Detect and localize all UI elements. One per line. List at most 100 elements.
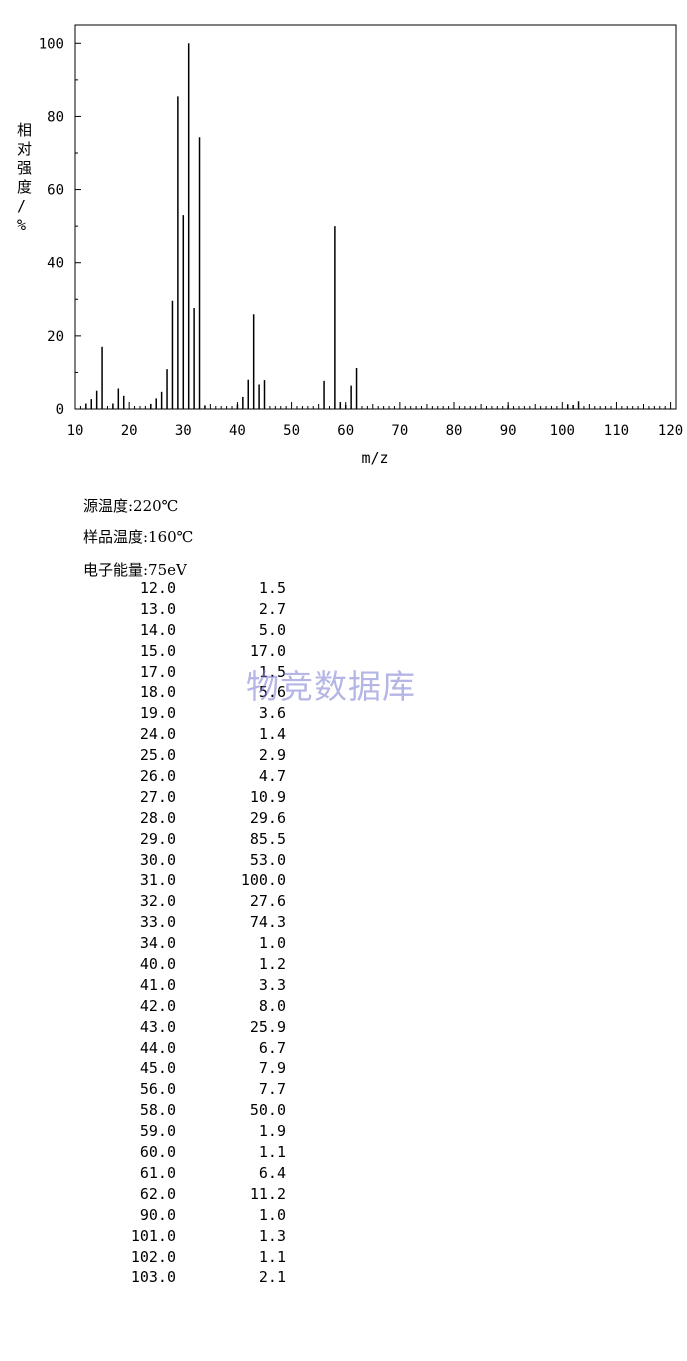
table-row: 28.0 29.6: [110, 808, 286, 829]
mz-value: 41.0: [139, 975, 176, 994]
table-row: 40.0 1.2: [110, 954, 286, 975]
intensity-value: 25.9: [249, 1017, 286, 1036]
intensity-value: 17.0: [249, 641, 286, 660]
table-row: 24.0 1.4: [110, 724, 286, 745]
intensity-value: 5.6: [258, 683, 286, 702]
table-row: 19.0 3.6: [110, 703, 286, 724]
table-row: 56.0 7.7: [110, 1079, 286, 1100]
y-tick-label: 80: [47, 109, 64, 125]
table-row: 30.0 53.0: [110, 850, 286, 871]
table-row: 61.0 6.4: [110, 1163, 286, 1184]
x-axis-ticks: 10 20 30 40 50 60 70 80 90 100 110 120: [67, 402, 683, 439]
intensity-value: 6.4: [258, 1163, 286, 1182]
mz-value: 29.0: [139, 829, 176, 848]
table-row: 44.0 6.7: [110, 1038, 286, 1059]
intensity-value: 53.0: [249, 850, 286, 869]
mz-value: 33.0: [139, 913, 176, 932]
mz-value: 31.0: [139, 871, 176, 890]
table-row: 59.0 1.9: [110, 1121, 286, 1142]
table-row: 26.0 4.7: [110, 766, 286, 787]
table-row: 60.0 1.1: [110, 1142, 286, 1163]
table-row: 32.0 27.6: [110, 891, 286, 912]
table-row: 31.0 100.0: [110, 870, 286, 891]
intensity-value: 74.3: [249, 913, 286, 932]
table-row: 34.0 1.0: [110, 933, 286, 954]
table-row: 58.0 50.0: [110, 1100, 286, 1121]
mz-value: 12.0: [139, 579, 176, 597]
x-tick-label: 80: [446, 423, 463, 439]
y-tick-label: 100: [39, 36, 64, 52]
mz-value: 56.0: [139, 1080, 176, 1099]
sample-temperature: 样品温度:160℃: [83, 528, 194, 546]
table-row: 102.0 1.1: [110, 1247, 286, 1268]
mz-value: 60.0: [139, 1143, 176, 1162]
mz-value: 30.0: [139, 850, 176, 869]
mz-value: 15.0: [139, 641, 176, 660]
intensity-value: 5.0: [258, 620, 286, 639]
y-tick-label: 40: [47, 256, 64, 272]
intensity-value: 1.4: [258, 725, 286, 744]
x-tick-label: 110: [604, 423, 629, 439]
mz-value: 59.0: [139, 1122, 176, 1141]
table-row: 29.0 85.5: [110, 829, 286, 850]
x-tick-label: 40: [229, 423, 246, 439]
intensity-value: 1.0: [258, 934, 286, 953]
intensity-value: 1.9: [258, 1122, 286, 1141]
intensity-value: 29.6: [249, 808, 286, 827]
intensity-value: 2.1: [258, 1268, 286, 1287]
mz-value: 19.0: [139, 704, 176, 723]
table-row: 15.0 17.0: [110, 641, 286, 662]
mz-value: 18.0: [139, 683, 176, 702]
intensity-value: 1.0: [258, 1205, 286, 1224]
table-row: 27.0 10.9: [110, 787, 286, 808]
mz-value: 26.0: [139, 767, 176, 786]
table-row: 90.0 1.0: [110, 1205, 286, 1226]
table-row: 25.0 2.9: [110, 745, 286, 766]
mz-value: 32.0: [139, 892, 176, 911]
y-tick-label: 20: [47, 329, 64, 345]
mz-value: 101.0: [130, 1226, 176, 1245]
table-row: 14.0 5.0: [110, 620, 286, 641]
mz-value: 13.0: [139, 599, 176, 618]
intensity-value: 11.2: [249, 1184, 286, 1203]
mz-value: 42.0: [139, 996, 176, 1015]
intensity-value: 4.7: [258, 767, 286, 786]
y-axis-label: 相对强度/%: [17, 121, 32, 234]
table-row: 43.0 25.9: [110, 1017, 286, 1038]
mz-value: 25.0: [139, 746, 176, 765]
peak-bars: [85, 43, 580, 409]
intensity-value: 27.6: [249, 892, 286, 911]
intensity-value: 7.9: [258, 1059, 286, 1078]
mz-value: 103.0: [130, 1268, 176, 1287]
mz-value: 45.0: [139, 1059, 176, 1078]
peak-table: 12.0 1.5 13.0 2.7 14.0 5.0 15.0 17.0 17.0 1.5 18.0…: [110, 578, 286, 1288]
intensity-value: 10.9: [249, 787, 286, 806]
intensity-value: 7.7: [258, 1080, 286, 1099]
electron-energy: 电子能量:75eV: [83, 561, 187, 579]
mz-value: 28.0: [139, 808, 176, 827]
x-tick-label: 10: [67, 423, 84, 439]
table-row: 12.0 1.5: [110, 578, 286, 599]
plot-frame: [74, 24, 677, 410]
x-tick-label: 50: [283, 423, 300, 439]
mz-value: 27.0: [139, 787, 176, 806]
table-row: 101.0 1.3: [110, 1226, 286, 1247]
mz-value: 58.0: [139, 1101, 176, 1120]
watermark: 物竞数据库: [246, 667, 416, 706]
intensity-value: 3.3: [258, 975, 286, 994]
table-row: 33.0 74.3: [110, 912, 286, 933]
table-row: 41.0 3.3: [110, 975, 286, 996]
intensity-value: 1.1: [258, 1143, 286, 1162]
x-tick-label: 120: [658, 423, 683, 439]
mz-value: 17.0: [139, 662, 176, 681]
intensity-value: 1.1: [258, 1247, 286, 1266]
table-row: 17.0 1.5: [110, 662, 286, 683]
table-row: 45.0 7.9: [110, 1058, 286, 1079]
x-tick-label: 90: [500, 423, 517, 439]
intensity-value: 1.5: [258, 579, 286, 597]
table-row: 42.0 8.0: [110, 996, 286, 1017]
intensity-value: 3.6: [258, 704, 286, 723]
table-row: 18.0 5.6: [110, 682, 286, 703]
x-tick-label: 30: [175, 423, 192, 439]
x-tick-label: 100: [550, 423, 575, 439]
